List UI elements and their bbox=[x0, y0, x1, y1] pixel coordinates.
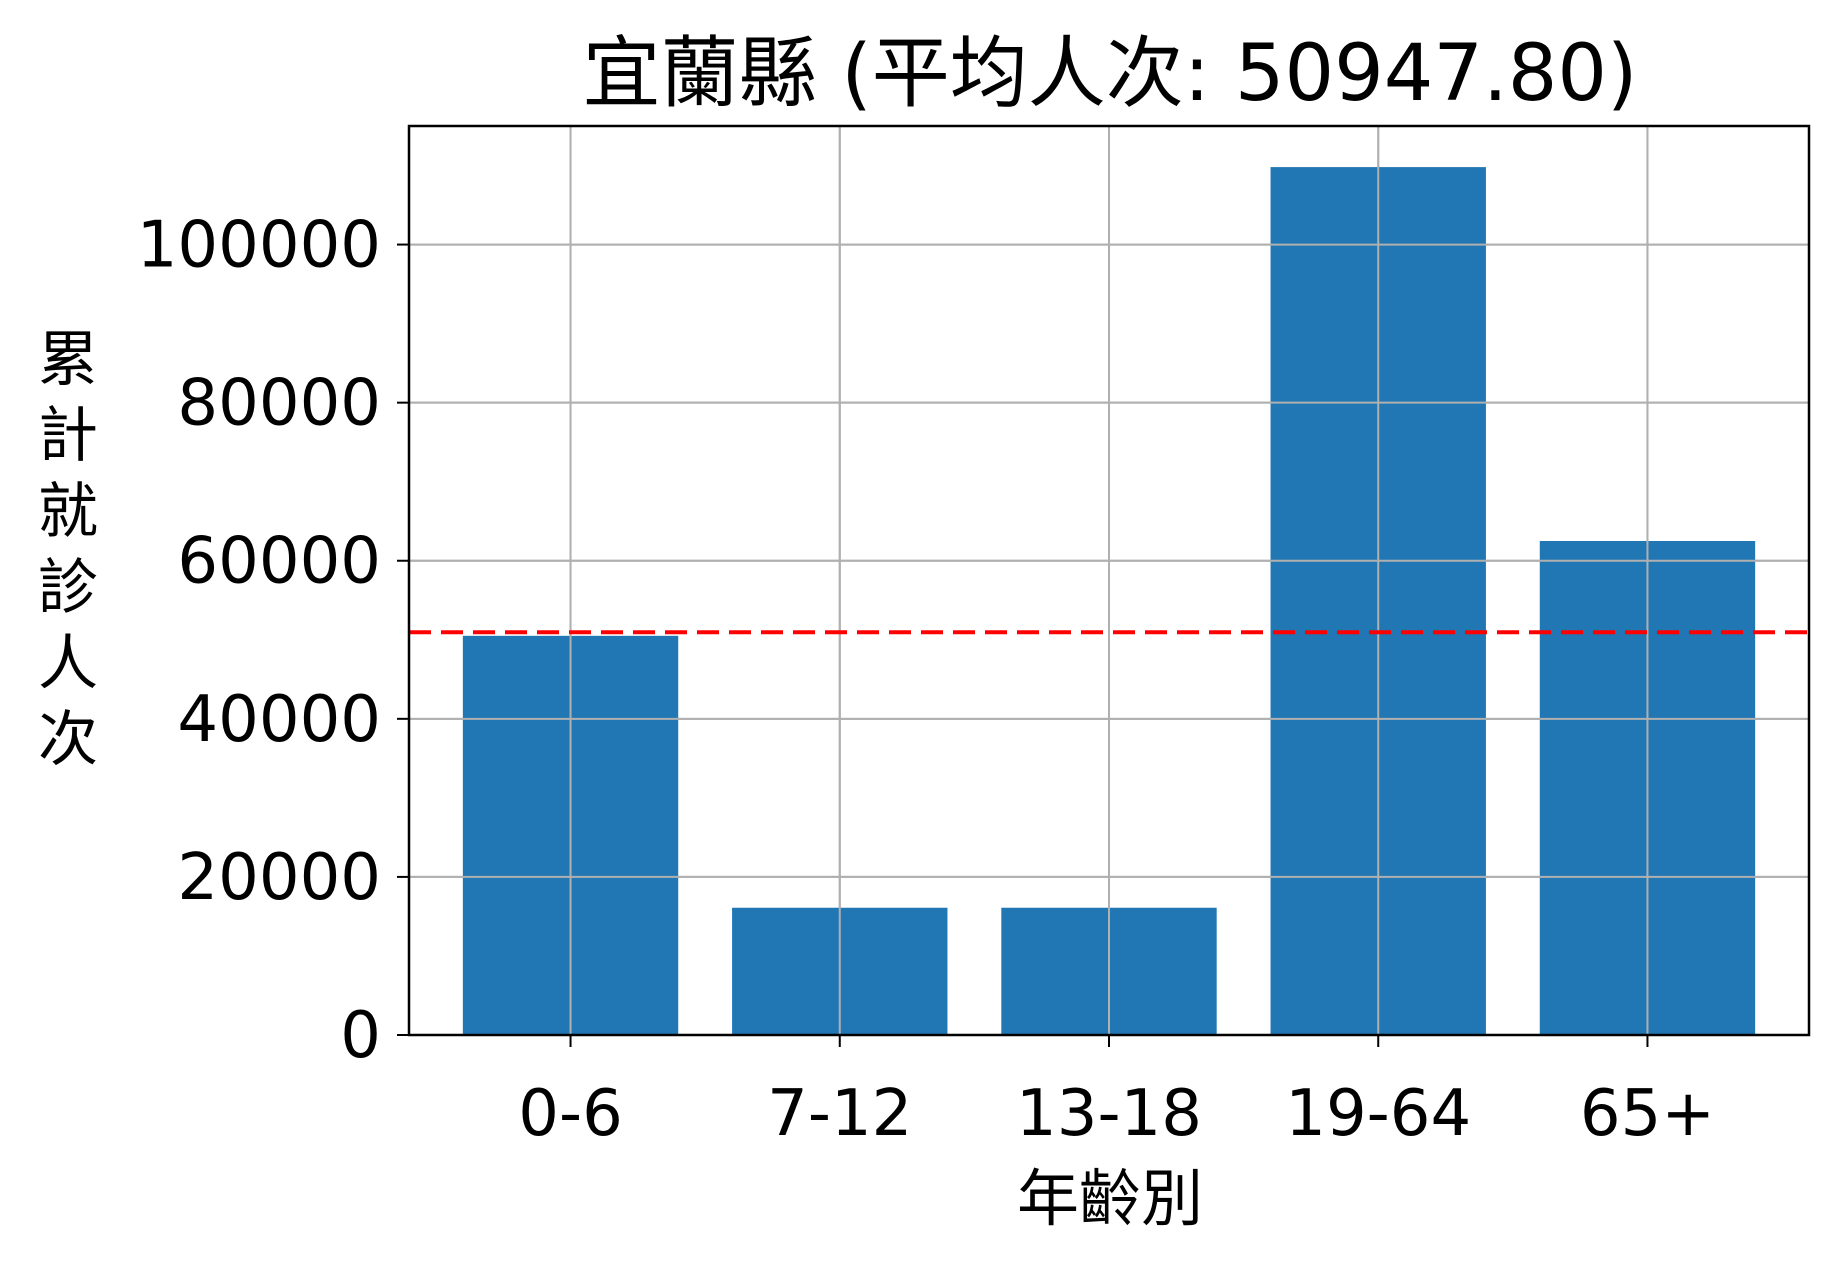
x-tick-label: 13-18 bbox=[1016, 1077, 1202, 1151]
y-tick-label: 0 bbox=[340, 999, 381, 1073]
x-tick-label: 7-12 bbox=[767, 1077, 912, 1151]
bars-layer bbox=[409, 126, 1809, 1036]
chart-title: 宜蘭縣 (平均人次: 50947.80) bbox=[583, 29, 1638, 119]
y-tick-label: 60000 bbox=[177, 525, 381, 599]
y-tick-label: 100000 bbox=[137, 209, 381, 283]
y-axis-label-char: 次 bbox=[38, 705, 98, 775]
y-tick-label: 20000 bbox=[177, 841, 381, 915]
y-tick-label: 40000 bbox=[177, 683, 381, 757]
y-axis-label-char: 計 bbox=[38, 401, 98, 471]
x-axis-label: 年齡別 bbox=[1017, 1162, 1203, 1235]
y-axis-label-char: 人 bbox=[38, 629, 98, 699]
x-tick-label: 0-6 bbox=[518, 1077, 623, 1151]
y-tick-label: 80000 bbox=[177, 367, 381, 441]
y-axis-label-char: 累 bbox=[38, 325, 98, 395]
x-tick-label: 65+ bbox=[1580, 1077, 1715, 1151]
x-tick-label: 19-64 bbox=[1285, 1077, 1471, 1151]
ticks-layer: 0 20000 40000 60000 80000 100000 0-6 7-12 13-18 1… bbox=[137, 209, 1715, 1151]
y-axis-label-char: 診 bbox=[38, 553, 98, 623]
y-axis-label-char: 就 bbox=[38, 477, 98, 547]
